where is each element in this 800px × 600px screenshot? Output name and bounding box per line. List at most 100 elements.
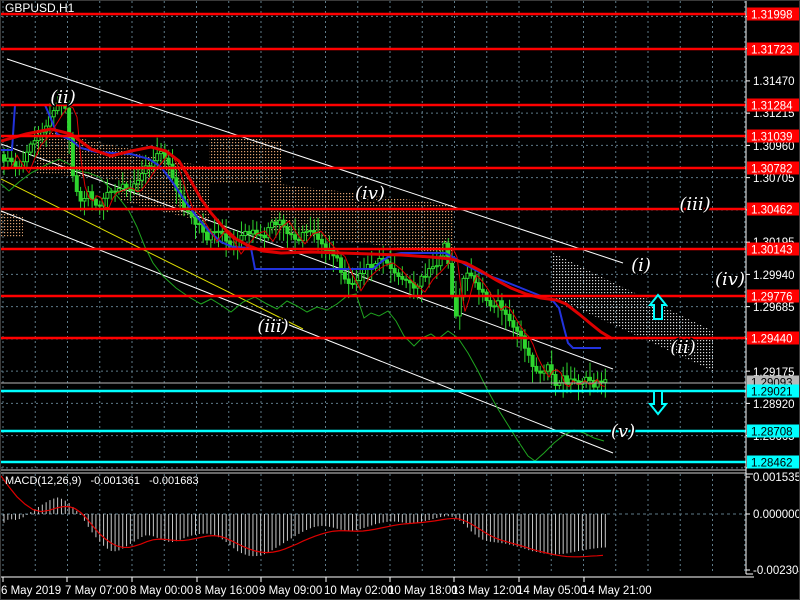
resistance-price-badge[interactable]	[747, 98, 800, 112]
up-arrow-marker[interactable]	[647, 293, 669, 320]
candle-body	[457, 296, 462, 317]
candle-body	[262, 234, 267, 239]
candle-body	[453, 295, 458, 317]
support-price-badge[interactable]	[747, 455, 800, 469]
candle-body	[476, 282, 481, 290]
candle-body	[423, 275, 428, 278]
candle-body	[461, 277, 466, 298]
resistance-price-badge[interactable]	[747, 161, 800, 175]
down-arrow-marker[interactable]	[647, 390, 669, 416]
candle-body	[247, 230, 252, 235]
candle-body	[304, 230, 309, 234]
elliott-wave-label[interactable]: (iii)	[256, 315, 290, 339]
resistance-price-badge[interactable]	[747, 242, 800, 256]
ichimoku-cloud	[209, 134, 281, 184]
elliott-wave-label[interactable]: (iv)	[714, 268, 747, 292]
elliott-wave-label[interactable]: (iv)	[354, 182, 387, 206]
candle-body	[522, 335, 527, 349]
resistance-price-badge-text: 1.29776	[751, 292, 793, 304]
resistance-price-badge[interactable]	[747, 7, 800, 21]
date-axis-label: 7 May 07:00	[65, 585, 128, 597]
candle-body	[93, 198, 98, 206]
resistance-price-badge[interactable]	[747, 289, 800, 303]
resistance-price-badge[interactable]	[747, 129, 800, 143]
candle-body	[74, 175, 79, 192]
elliott-wave-label[interactable]: (iii)	[678, 193, 712, 217]
resistance-price-badge-text: 1.30462	[751, 205, 793, 217]
candle-body	[105, 191, 110, 199]
candle-body	[132, 183, 137, 191]
candle-body	[392, 267, 397, 274]
candle-body	[24, 151, 29, 163]
green-indicator-line	[1, 158, 605, 462]
thin-red-ma-line	[1, 105, 606, 388]
channel-trendline[interactable]	[6, 58, 624, 264]
candle-body	[565, 375, 570, 385]
candle-body	[216, 230, 221, 233]
candle-body	[492, 305, 497, 308]
candle-body	[465, 272, 470, 279]
date-axis-label: 8 May 00:00	[130, 585, 193, 597]
candle-body	[407, 279, 412, 284]
resistance-price-badge[interactable]	[747, 42, 800, 56]
macd-signal-value: -0.001683	[149, 475, 199, 487]
elliott-wave-label[interactable]: (ii)	[49, 86, 78, 110]
candle-body	[511, 320, 516, 328]
candle-body	[519, 330, 524, 337]
support-price-badge-text: 1.29021	[751, 387, 793, 399]
elliott-wave-label[interactable]: (ii)	[669, 336, 698, 360]
candle-body	[13, 161, 18, 168]
candle-body	[503, 309, 508, 315]
candle-body	[5, 157, 10, 162]
thick-red-ma-line	[1, 127, 612, 340]
candle-body	[323, 243, 328, 251]
candle-body	[70, 137, 75, 177]
price-axis-label: 1.30960	[753, 141, 795, 153]
candle-body	[480, 288, 485, 293]
candle-body	[603, 379, 608, 383]
candle-body	[277, 219, 282, 226]
candle-body	[499, 300, 504, 311]
support-price-badge-text: 1.28462	[751, 458, 793, 470]
candle-body	[427, 268, 432, 278]
candle-body	[488, 300, 493, 307]
candle-body	[78, 190, 83, 202]
candle-body	[124, 183, 129, 189]
candle-body	[450, 263, 455, 297]
elliott-wave-label[interactable]: (i)	[630, 254, 653, 278]
date-axis-label: 14 May 21:00	[582, 585, 652, 597]
price-axis-label: 1.29685	[753, 302, 795, 314]
candle-body	[515, 326, 520, 332]
channel-trendline[interactable]	[1, 178, 304, 330]
candle-body	[116, 188, 121, 192]
candle-body	[342, 271, 347, 280]
candle-body	[243, 230, 248, 236]
candle-body	[553, 373, 558, 386]
candle-body	[155, 153, 160, 162]
elliott-wave-label[interactable]: (v)	[609, 420, 636, 444]
resistance-price-badge-text: 1.31998	[751, 10, 793, 22]
candle-body	[545, 364, 550, 372]
support-price-badge[interactable]	[747, 424, 800, 438]
resistance-price-badge[interactable]	[747, 202, 800, 216]
candle-body	[239, 234, 244, 241]
candle-body	[530, 354, 535, 367]
candle-body	[97, 204, 102, 207]
support-price-badge[interactable]	[747, 384, 800, 398]
candle-body	[90, 191, 95, 200]
date-axis-label: 8 May 16:00	[195, 585, 258, 597]
resistance-price-badge-text: 1.29440	[751, 334, 793, 346]
candle-body	[120, 183, 125, 190]
date-axis-panel[interactable]	[1, 576, 800, 600]
macd-axis-label: -0.002304	[753, 565, 800, 577]
candle-body	[507, 313, 512, 322]
candle-body	[147, 165, 152, 168]
resistance-price-badge[interactable]	[747, 331, 800, 345]
support-price-badge-text: 1.28708	[751, 427, 793, 439]
candle-body	[400, 275, 405, 280]
channel-trendline[interactable]	[1, 210, 614, 454]
resistance-price-badge-text: 1.30143	[751, 245, 793, 257]
candle-body	[312, 230, 317, 235]
